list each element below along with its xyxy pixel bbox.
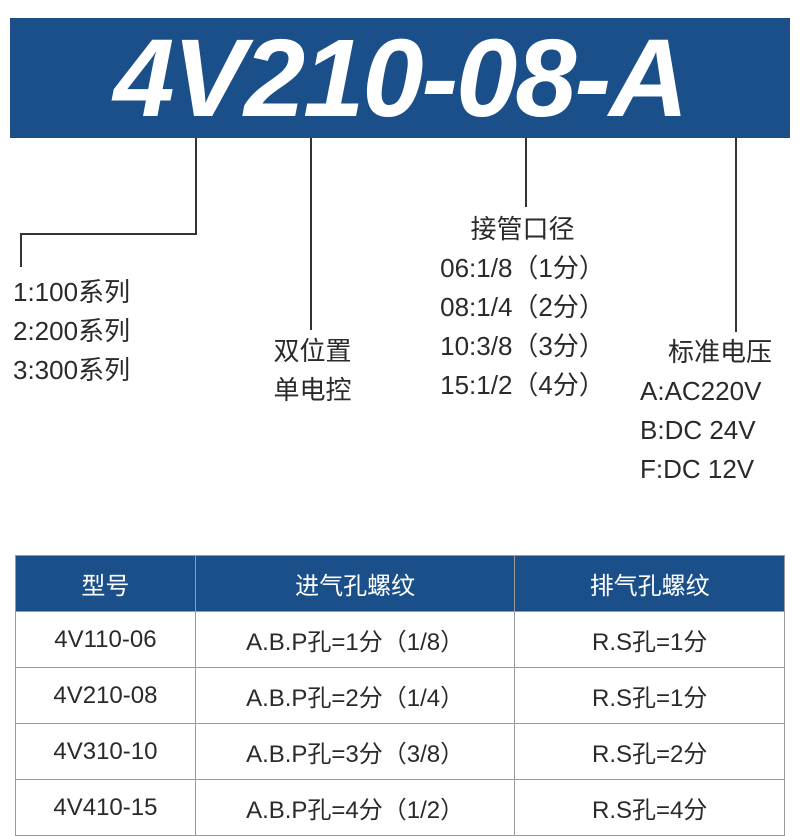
table-cell: R.S孔=1分	[515, 612, 785, 668]
table-row: 4V110-06 A.B.P孔=1分（1/8） R.S孔=1分	[16, 612, 785, 668]
table-header-row: 型号 进气孔螺纹 排气孔螺纹	[16, 556, 785, 612]
voltage-line-1: A:AC220V	[640, 372, 800, 411]
table-cell: 4V110-06	[16, 612, 196, 668]
voltage-label: 标准电压 A:AC220V B:DC 24V F:DC 12V	[640, 333, 800, 489]
spec-table: 型号 进气孔螺纹 排气孔螺纹 4V110-06 A.B.P孔=1分（1/8） R…	[15, 555, 785, 836]
table-cell: R.S孔=4分	[515, 780, 785, 836]
table-row: 4V310-10 A.B.P孔=3分（3/8） R.S孔=2分	[16, 724, 785, 780]
position-label: 双位置 单电控	[270, 332, 355, 410]
table-cell: A.B.P孔=3分（3/8）	[195, 724, 515, 780]
table-cell: 4V310-10	[16, 724, 196, 780]
table-body: 4V110-06 A.B.P孔=1分（1/8） R.S孔=1分 4V210-08…	[16, 612, 785, 836]
voltage-line-2: B:DC 24V	[640, 411, 800, 450]
table-row: 4V210-08 A.B.P孔=2分（1/4） R.S孔=1分	[16, 668, 785, 724]
series-label: 1:100系列 2:200系列 3:300系列	[13, 273, 130, 390]
series-connector-h	[20, 233, 197, 235]
port-line-2: 08:1/4（2分）	[415, 288, 630, 327]
port-line-1: 06:1/8（1分）	[415, 249, 630, 288]
series-connector-v2	[20, 233, 22, 267]
series-line-3: 3:300系列	[13, 351, 130, 390]
series-connector-v1	[195, 138, 197, 233]
part-number-text: 4V210-08-A	[113, 15, 686, 142]
table-cell: R.S孔=2分	[515, 724, 785, 780]
table-cell: 4V410-15	[16, 780, 196, 836]
table-header-exhaust: 排气孔螺纹	[515, 556, 785, 612]
table-header-model: 型号	[16, 556, 196, 612]
port-line-4: 15:1/2（4分）	[415, 366, 630, 405]
table-cell: A.B.P孔=4分（1/2）	[195, 780, 515, 836]
position-line-2: 单电控	[270, 371, 355, 410]
voltage-title: 标准电压	[640, 333, 800, 372]
position-line-1: 双位置	[270, 332, 355, 371]
part-number-header: 4V210-08-A	[10, 18, 790, 138]
table-row: 4V410-15 A.B.P孔=4分（1/2） R.S孔=4分	[16, 780, 785, 836]
port-line-3: 10:3/8（3分）	[415, 327, 630, 366]
port-label: 接管口径 06:1/8（1分） 08:1/4（2分） 10:3/8（3分） 15…	[415, 210, 630, 405]
series-line-2: 2:200系列	[13, 312, 130, 351]
table-header-intake: 进气孔螺纹	[195, 556, 515, 612]
series-line-1: 1:100系列	[13, 273, 130, 312]
position-connector	[310, 138, 312, 330]
table-cell: A.B.P孔=2分（1/4）	[195, 668, 515, 724]
voltage-connector	[735, 138, 737, 332]
table-cell: 4V210-08	[16, 668, 196, 724]
table-cell: A.B.P孔=1分（1/8）	[195, 612, 515, 668]
voltage-line-3: F:DC 12V	[640, 450, 800, 489]
port-title: 接管口径	[415, 210, 630, 249]
port-connector	[525, 138, 527, 207]
table-cell: R.S孔=1分	[515, 668, 785, 724]
